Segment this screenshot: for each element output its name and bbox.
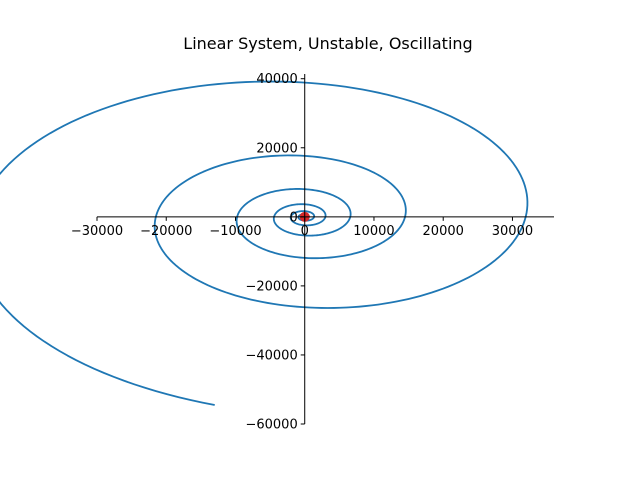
x-tick-label: −10000: [209, 224, 261, 239]
x-tick-label: −30000: [71, 224, 123, 239]
y-tick-label: 40000: [256, 72, 297, 87]
x-tick-label: 20000: [423, 224, 464, 239]
y-tick-label: −60000: [245, 418, 297, 433]
x-tick-label: −20000: [140, 224, 192, 239]
x-tick-label: 10000: [353, 224, 394, 239]
x-tick-label: 30000: [492, 224, 533, 239]
y-tick-label: −40000: [245, 348, 297, 363]
y-tick-label: −20000: [245, 279, 297, 294]
axes: −30000 −20000 −10000 0 10000 20000 30000 −60000…: [71, 72, 554, 433]
chart-title: Linear System, Unstable, Oscillating: [183, 34, 472, 53]
y-tick-label: 0: [289, 210, 297, 225]
x-tick-label: 0: [301, 224, 309, 239]
y-tick-label: 20000: [256, 141, 297, 156]
